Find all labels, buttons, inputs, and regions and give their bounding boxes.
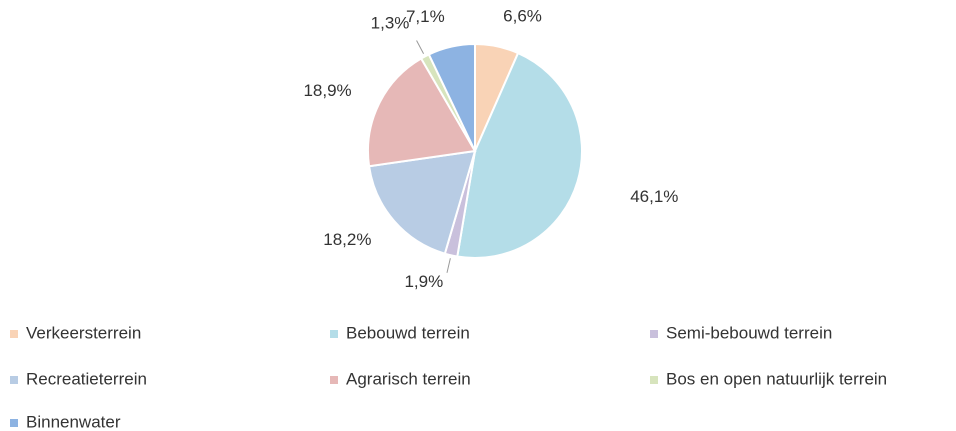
legend-label: Bos en open natuurlijk terrein xyxy=(666,369,887,388)
leader-line xyxy=(446,258,451,273)
legend-swatch xyxy=(10,419,18,427)
legend-label: Recreatieterrein xyxy=(26,369,147,388)
data-label: 7,1% xyxy=(406,7,445,26)
data-label: 18,9% xyxy=(303,81,351,100)
pie-slice xyxy=(456,51,583,259)
legend-swatch xyxy=(10,376,18,384)
leader-line xyxy=(416,40,425,54)
pie-slice xyxy=(367,149,477,255)
legend-swatch xyxy=(330,330,338,338)
data-label: 1,3% xyxy=(371,14,410,33)
data-label: 18,2% xyxy=(323,230,371,249)
pie-slice xyxy=(367,57,477,168)
legend-label: Agrarisch terrein xyxy=(346,369,471,388)
legend-swatch xyxy=(650,376,658,384)
legend-swatch xyxy=(330,376,338,384)
legend-label: Verkeersterrein xyxy=(26,323,141,342)
legend-swatch xyxy=(10,330,18,338)
data-label: 6,6% xyxy=(503,6,542,25)
legend-swatch xyxy=(650,330,658,338)
data-label: 1,9% xyxy=(404,272,443,291)
legend-label: Bebouwd terrein xyxy=(346,323,470,342)
legend-label: Semi-bebouwd terrein xyxy=(666,323,832,342)
data-label: 46,1% xyxy=(630,187,678,206)
legend-label: Binnenwater xyxy=(26,412,121,431)
pie-slice xyxy=(427,42,476,152)
